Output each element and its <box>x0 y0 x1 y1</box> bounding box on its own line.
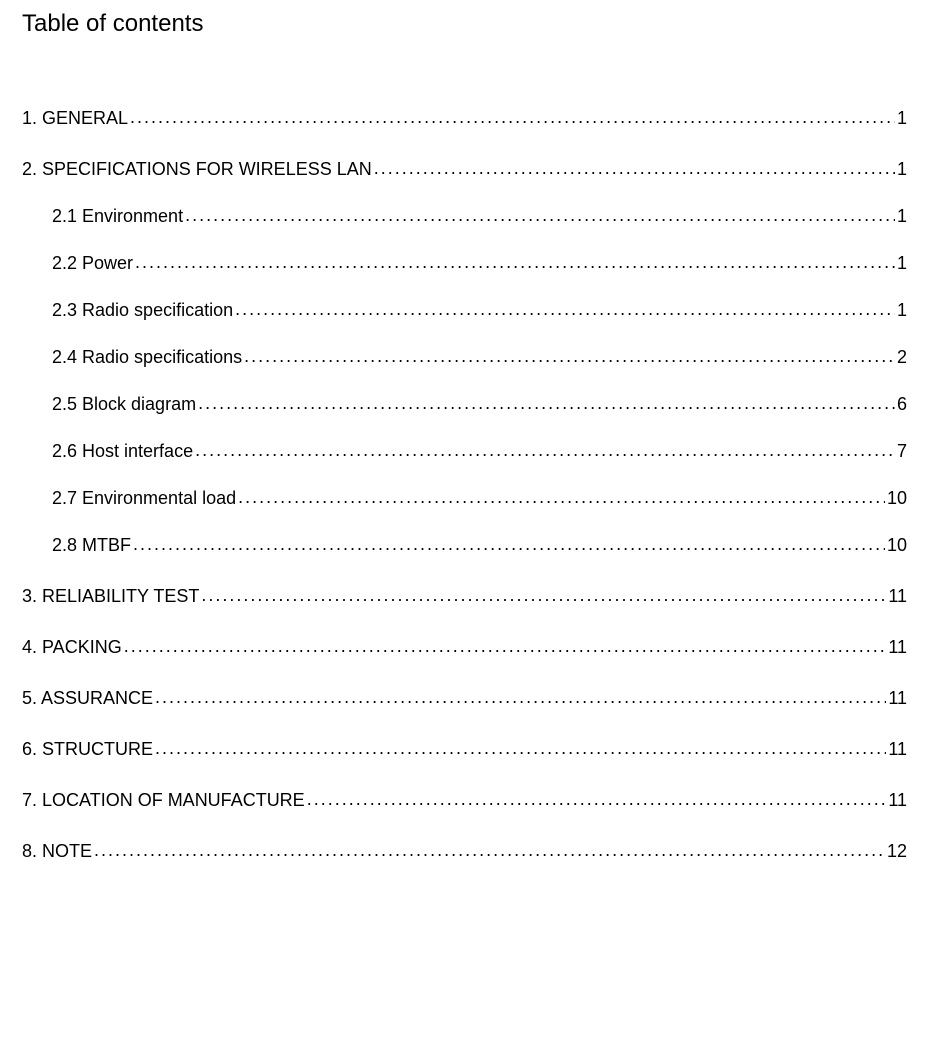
toc-entry-label: 6. STRUCTURE <box>22 739 155 760</box>
toc-entry-page: 11 <box>886 586 907 607</box>
toc-entry-label: 8. NOTE <box>22 841 94 862</box>
toc-entry-label: 4. PACKING <box>22 637 124 658</box>
toc-entry: 1. GENERAL 1 <box>22 108 907 129</box>
toc-entry-page: 6 <box>895 394 907 415</box>
toc-entry-page: 1 <box>895 300 907 321</box>
toc-dot-leader <box>185 205 895 226</box>
toc-entry-page: 1 <box>895 253 907 274</box>
toc-entry: 2.4 Radio specifications 2 <box>22 347 907 368</box>
toc-entry-page: 1 <box>895 206 907 227</box>
toc-dot-leader <box>235 299 895 320</box>
toc-entry-label: 1. GENERAL <box>22 108 130 129</box>
toc-entry-page: 1 <box>895 108 907 129</box>
toc-dot-leader <box>374 158 895 179</box>
toc-entry-page: 2 <box>895 347 907 368</box>
toc-entry: 2.6 Host interface 7 <box>22 441 907 462</box>
toc-dot-leader <box>201 585 886 606</box>
toc-entry-label: 2.6 Host interface <box>52 441 195 462</box>
toc-dot-leader <box>94 840 885 861</box>
toc-container: 1. GENERAL12. SPECIFICATIONS FOR WIRELES… <box>22 108 907 862</box>
toc-entry-label: 2.2 Power <box>52 253 135 274</box>
toc-entry-label: 2.5 Block diagram <box>52 394 198 415</box>
toc-entry: 2. SPECIFICATIONS FOR WIRELESS LAN 1 <box>22 159 907 180</box>
toc-entry-page: 11 <box>886 739 907 760</box>
toc-entry-page: 7 <box>895 441 907 462</box>
toc-entry: 2.7 Environmental load 10 <box>22 488 907 509</box>
toc-entry-label: 2.1 Environment <box>52 206 185 227</box>
toc-entry-page: 1 <box>895 159 907 180</box>
toc-dot-leader <box>198 393 895 414</box>
toc-entry-page: 11 <box>886 790 907 811</box>
toc-entry-page: 12 <box>885 841 907 862</box>
toc-entry: 2.5 Block diagram 6 <box>22 394 907 415</box>
toc-entry-page: 11 <box>886 637 907 658</box>
toc-entry: 2.3 Radio specification 1 <box>22 300 907 321</box>
toc-entry: 7. LOCATION OF MANUFACTURE 11 <box>22 790 907 811</box>
toc-dot-leader <box>133 534 885 555</box>
toc-entry: 5. ASSURANCE 11 <box>22 688 907 709</box>
toc-entry-page: 11 <box>886 688 907 709</box>
toc-title: Table of contents <box>22 10 907 38</box>
toc-entry-label: 2.7 Environmental load <box>52 488 238 509</box>
toc-entry: 3. RELIABILITY TEST 11 <box>22 586 907 607</box>
toc-dot-leader <box>238 487 885 508</box>
toc-entry-label: 2.8 MTBF <box>52 535 133 556</box>
toc-entry-label: 2.4 Radio specifications <box>52 347 244 368</box>
toc-dot-leader <box>155 738 886 759</box>
toc-dot-leader <box>155 687 886 708</box>
toc-entry-label: 2. SPECIFICATIONS FOR WIRELESS LAN <box>22 159 374 180</box>
toc-entry-label: 7. LOCATION OF MANUFACTURE <box>22 790 307 811</box>
toc-entry: 2.1 Environment 1 <box>22 206 907 227</box>
toc-dot-leader <box>130 107 895 128</box>
toc-entry-page: 10 <box>885 488 907 509</box>
toc-entry: 4. PACKING 11 <box>22 637 907 658</box>
toc-dot-leader <box>195 440 895 461</box>
toc-dot-leader <box>135 252 895 273</box>
toc-entry: 2.2 Power 1 <box>22 253 907 274</box>
toc-dot-leader <box>124 636 887 657</box>
toc-dot-leader <box>244 346 895 367</box>
toc-entry-label: 2.3 Radio specification <box>52 300 235 321</box>
toc-entry: 6. STRUCTURE 11 <box>22 739 907 760</box>
toc-entry-label: 5. ASSURANCE <box>22 688 155 709</box>
toc-entry: 8. NOTE 12 <box>22 841 907 862</box>
toc-entry-page: 10 <box>885 535 907 556</box>
toc-entry: 2.8 MTBF 10 <box>22 535 907 556</box>
toc-entry-label: 3. RELIABILITY TEST <box>22 586 201 607</box>
toc-dot-leader <box>307 789 887 810</box>
